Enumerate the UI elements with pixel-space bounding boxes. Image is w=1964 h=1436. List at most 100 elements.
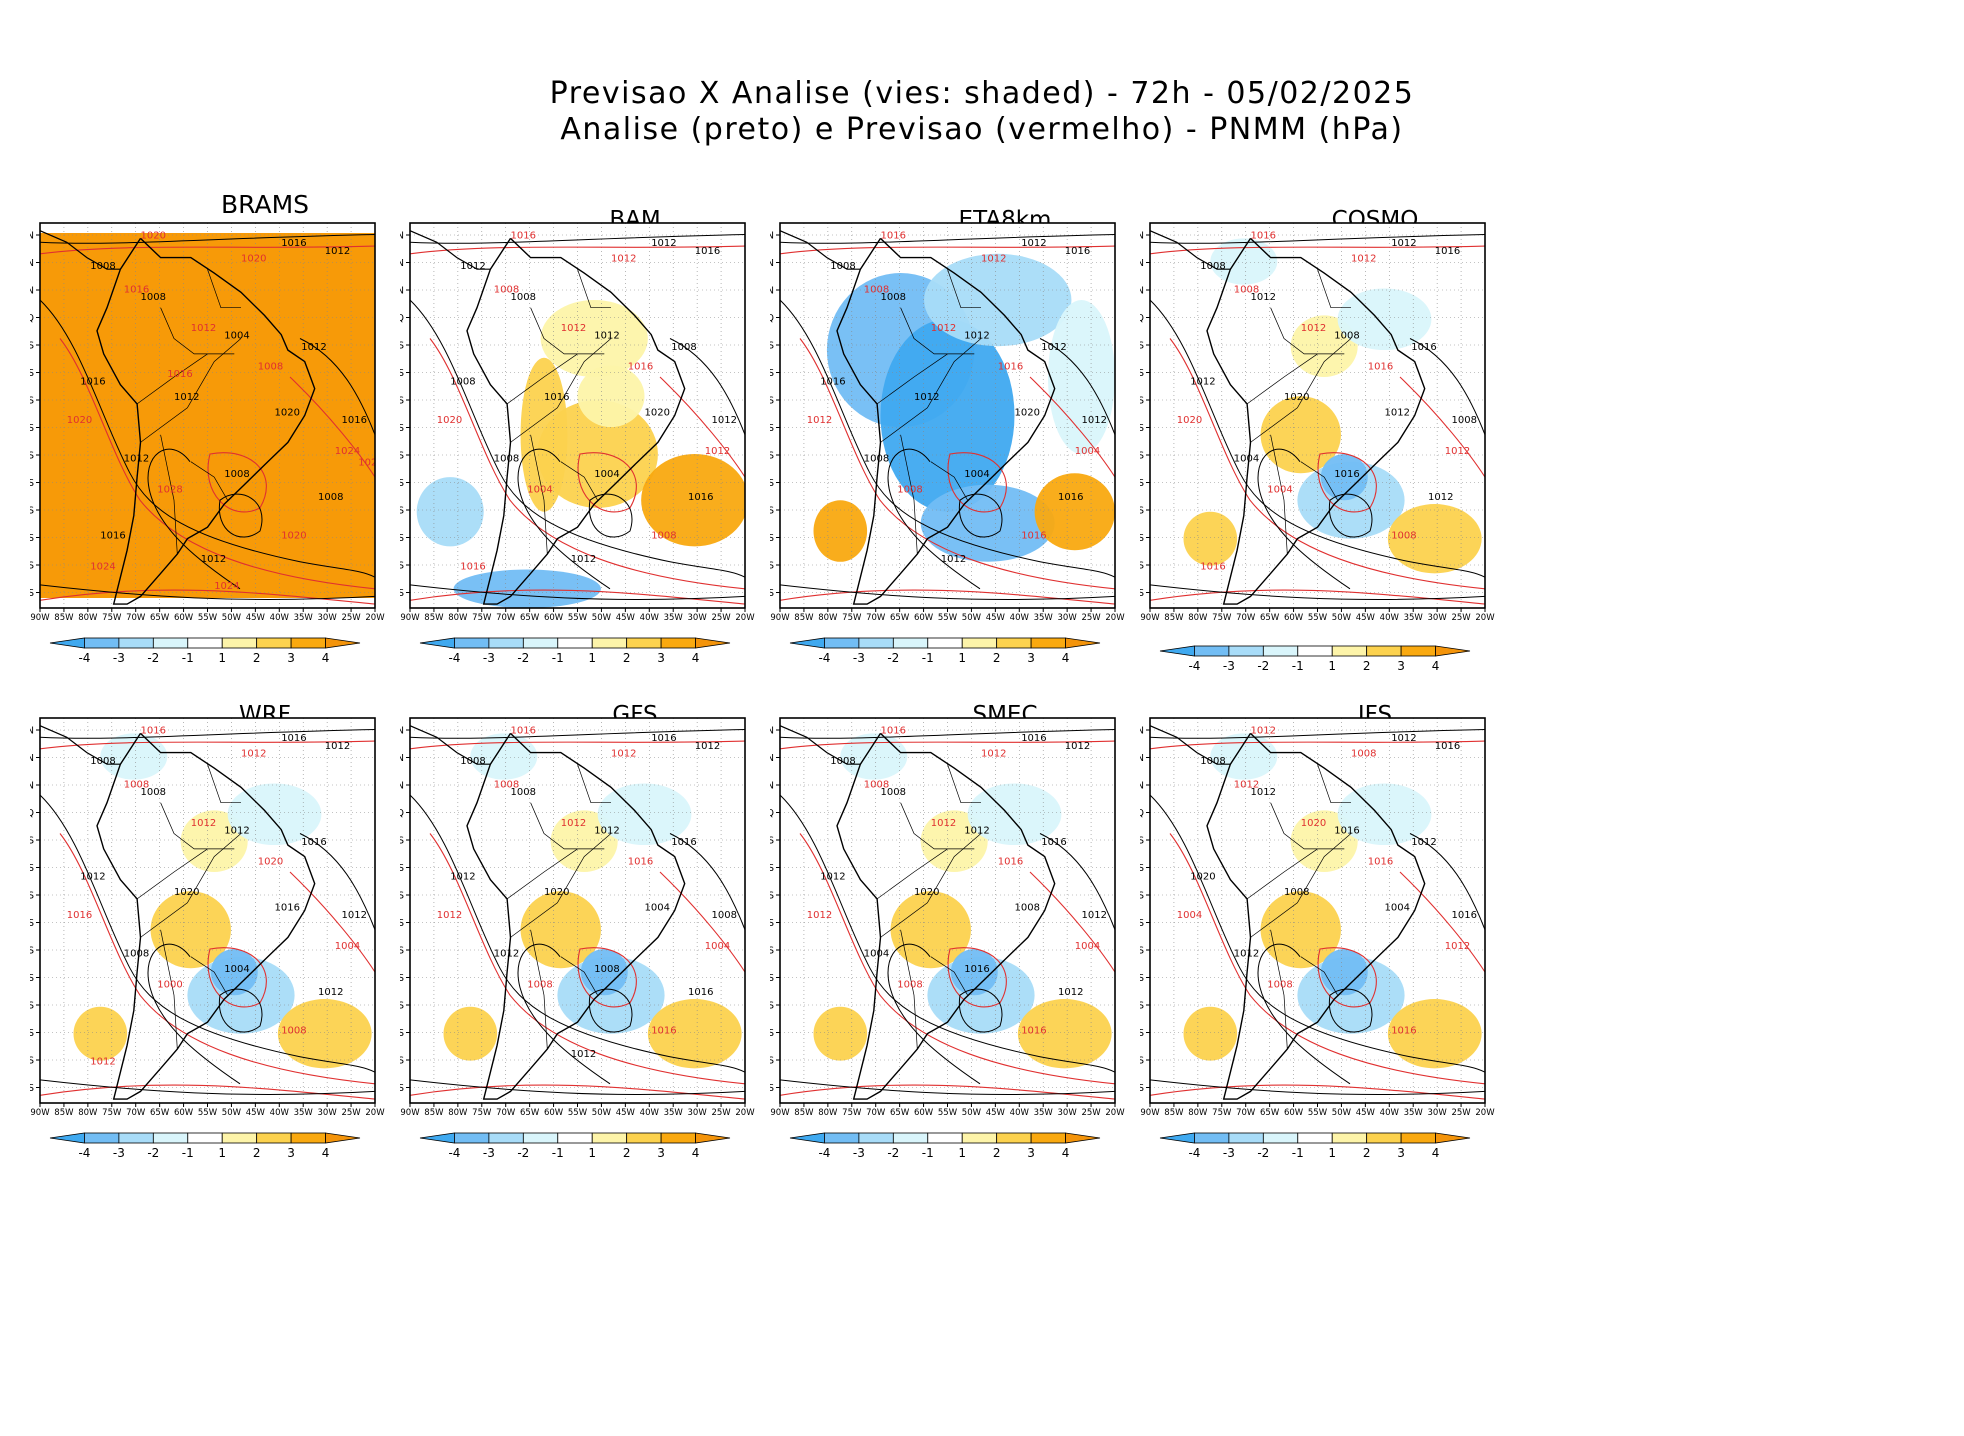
analysis-isobar-label: 1008 — [511, 787, 536, 798]
lon-tick-label: 35W — [1404, 1108, 1424, 1118]
panel-gfs: GFS 1016 1012 1008 1008 1012 1016 1012 1020 1004 1… — [400, 690, 870, 1330]
colorbar-swatch — [1159, 1132, 1195, 1144]
forecast-isobar-label: 1024 — [214, 581, 239, 592]
lat-tick-label: 15S — [1140, 396, 1144, 407]
colorbar-swatch — [1400, 1132, 1436, 1144]
colorbar-swatch — [488, 1132, 524, 1144]
lon-tick-label: 50W — [962, 613, 982, 623]
forecast-isobar-label: 1012 — [931, 818, 956, 829]
lat-tick-label: 40S — [400, 1028, 404, 1039]
lat-tick-label: 20S — [770, 423, 774, 434]
forecast-isobar — [1399, 871, 1485, 973]
lon-tick-label: 35W — [1034, 613, 1054, 623]
lon-tick-label: 55W — [198, 613, 218, 623]
lat-tick-label: 25S — [1140, 451, 1144, 462]
forecast-isobar-label: 1012 — [611, 749, 636, 760]
country-border — [1317, 764, 1351, 804]
forecast-isobar-label: 1020 — [1301, 818, 1326, 829]
colorbar-label: -2 — [887, 651, 899, 665]
forecast-isobar-label: 1020 — [281, 531, 306, 542]
analysis-isobar — [40, 1079, 375, 1095]
colorbar-swatch — [591, 637, 628, 649]
country-border — [160, 434, 178, 555]
lon-tick-label: 75W — [1212, 1108, 1232, 1118]
analysis-isobar-label: 1020 — [275, 408, 300, 419]
lon-tick-label: 55W — [198, 1108, 218, 1118]
lat-tick-label: EQ — [400, 808, 404, 819]
forecast-isobar — [289, 871, 375, 973]
map-frame: 1012101610081008101210121016101210201012… — [770, 222, 1125, 665]
lon-tick-label: 40W — [640, 613, 660, 623]
country-border — [1270, 929, 1288, 1050]
colorbar-swatch — [892, 637, 929, 649]
panel-title: BRAMS — [220, 190, 310, 219]
colorbar-label: -2 — [517, 651, 529, 665]
panel-smec: SMEC 1016 1012 1008 1008 1012 1016 1012 1020 1008… — [770, 690, 1240, 1330]
lon-tick-label: 80W — [78, 1108, 98, 1118]
analysis-isobar-label: 1012 — [820, 872, 845, 883]
forecast-isobar-label: 1008 — [494, 779, 519, 790]
forecast-isobar-label: 1016 — [628, 856, 653, 867]
forecast-isobar-label: 1012 — [807, 415, 832, 426]
analysis-isobar-label: 1008 — [1015, 903, 1040, 914]
colorbar-label: 2 — [253, 651, 261, 665]
analysis-isobar — [1257, 448, 1351, 590]
colorbar-swatch — [419, 1132, 455, 1144]
bias-shading — [1290, 810, 1358, 872]
analysis-isobar — [410, 234, 745, 244]
forecast-isobar — [40, 1084, 375, 1100]
lat-tick-label: 10N — [1140, 753, 1144, 764]
lon-tick-label: 40W — [270, 1108, 290, 1118]
analysis-isobar-label: 1004 — [1234, 454, 1259, 465]
panel-cosmo: COSMO 1012 1016 1008 1012 1008 1016 1012 1020 101… — [1140, 195, 1610, 835]
lon-tick-label: 40W — [1380, 1108, 1400, 1118]
lon-tick-label: 65W — [890, 613, 910, 623]
forecast-isobar — [780, 589, 1115, 605]
lon-tick-label: 85W — [794, 613, 814, 623]
forecast-isobar-label: 1016 — [141, 725, 166, 736]
bias-shading — [1183, 1006, 1238, 1061]
analysis-isobar-label: 1008 — [494, 454, 519, 465]
map-frame: 1012 1016 1008 1012 1016 1012 1020 1008 1004 1016… — [1140, 717, 1495, 1160]
analysis-isobar-label: 1008 — [450, 377, 475, 388]
analysis-isobar-label: 1020 — [544, 887, 569, 898]
colorbar-swatch — [1194, 645, 1230, 657]
forecast-isobar-label: 1012 — [1351, 254, 1376, 265]
analysis-isobar-label: 1012 — [1190, 377, 1215, 388]
lat-tick-label: 5N — [30, 286, 34, 297]
lat-tick-label: 5S — [1140, 341, 1144, 352]
bias-shading — [597, 783, 692, 846]
colorbar-swatch — [1065, 1132, 1101, 1144]
bias-shading — [647, 999, 742, 1069]
colorbar-label: 1 — [958, 651, 966, 665]
colorbar-swatch — [1228, 645, 1264, 657]
lon-tick-label: 80W — [1188, 1108, 1208, 1118]
forecast-isobar-label: 1008 — [864, 779, 889, 790]
country-border — [190, 956, 228, 996]
lat-tick-label: EQ — [1140, 313, 1144, 324]
analysis-isobar-label: 1012 — [571, 1049, 596, 1060]
lon-tick-label: 25W — [711, 613, 731, 623]
analysis-isobar-label: 1012 — [80, 872, 105, 883]
forecast-isobar-label: 1008 — [494, 284, 519, 295]
coastline — [1150, 725, 1231, 765]
lon-tick-label: 65W — [1260, 613, 1280, 623]
lat-tick-label: 10N — [1140, 258, 1144, 269]
lon-tick-label: 30W — [1428, 1108, 1448, 1118]
country-border — [160, 307, 235, 355]
lon-tick-label: 80W — [818, 613, 838, 623]
colorbar-swatch — [695, 1132, 731, 1144]
lat-tick-label: 5N — [30, 781, 34, 792]
analysis-isobar-label: 1016 — [1435, 741, 1460, 752]
colorbar-swatch — [84, 1132, 120, 1144]
lat-tick-label: 15S — [30, 396, 34, 407]
analysis-isobar — [780, 1079, 1115, 1095]
lon-tick-label: 85W — [424, 1108, 444, 1118]
colorbar-swatch — [1331, 645, 1368, 657]
forecast-isobar — [59, 833, 375, 1085]
coastline — [410, 725, 491, 765]
bias-shading — [1387, 504, 1482, 574]
country-border — [530, 929, 548, 1050]
colorbar-swatch — [858, 1132, 894, 1144]
panel-ifs: IFS 1012 1016 1008 1012 1016 1012 1020 1008 1004 1… — [1140, 690, 1610, 1330]
